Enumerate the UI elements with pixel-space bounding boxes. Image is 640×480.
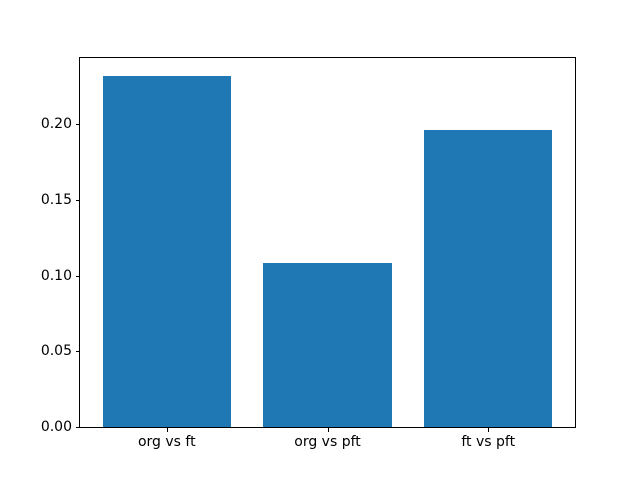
bar-ft-vs-pft bbox=[423, 130, 553, 427]
x-tick-label: ft vs pft bbox=[461, 434, 516, 450]
plot-area bbox=[79, 57, 576, 428]
x-tick-mark bbox=[166, 428, 168, 432]
x-tick-label: org vs pft bbox=[294, 434, 361, 450]
y-tick-mark bbox=[76, 200, 80, 201]
y-tick-label: 0.15 bbox=[40, 192, 72, 208]
x-tick-mark bbox=[488, 428, 490, 432]
y-tick-label: 0.00 bbox=[40, 419, 72, 435]
y-tick-label: 0.20 bbox=[40, 116, 72, 132]
x-tick-label: org vs ft bbox=[137, 434, 196, 450]
bar-org-vs-pft bbox=[263, 263, 392, 427]
y-tick-label: 0.05 bbox=[40, 343, 72, 359]
y-tick-mark bbox=[76, 276, 80, 277]
y-tick-label: 0.10 bbox=[40, 268, 72, 284]
y-tick-mark bbox=[76, 124, 80, 125]
bar-org-vs-ft bbox=[102, 75, 232, 427]
x-tick-mark bbox=[327, 428, 329, 432]
y-tick-mark bbox=[76, 427, 80, 428]
y-tick-mark bbox=[76, 351, 80, 352]
